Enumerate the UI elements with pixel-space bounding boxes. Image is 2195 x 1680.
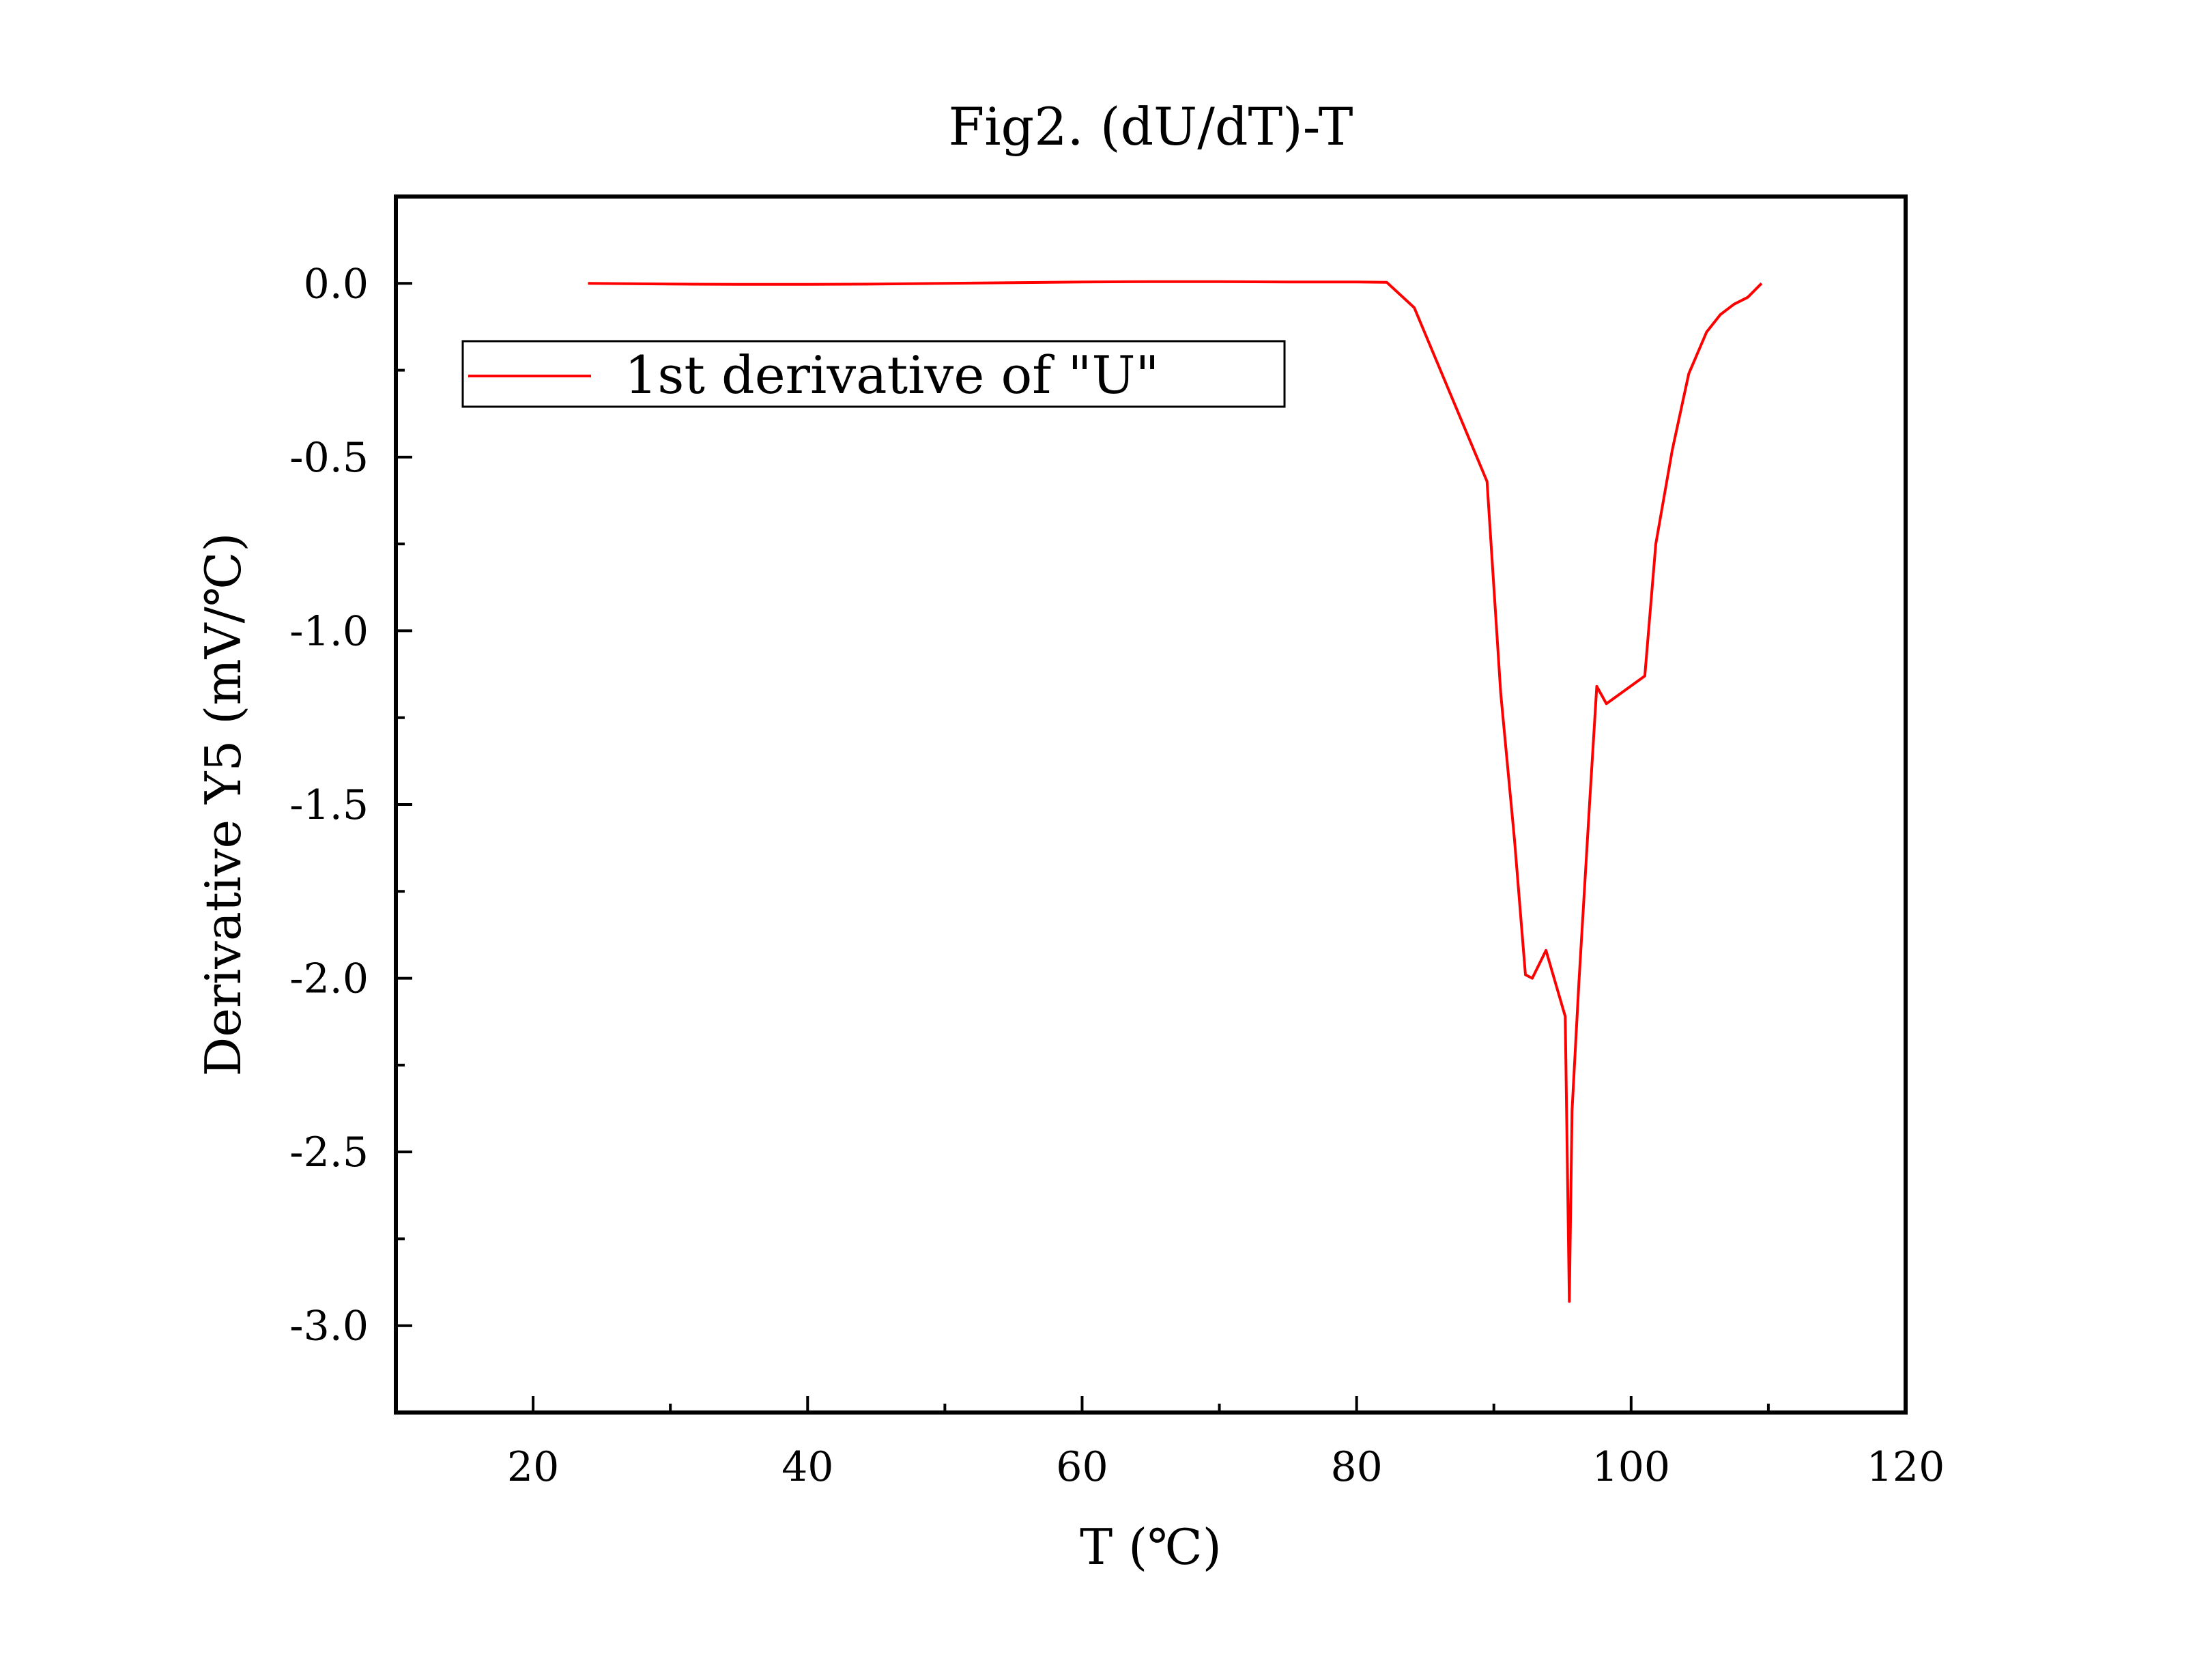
y-tick-label: -2.5	[289, 1129, 369, 1176]
legend-box	[461, 340, 1286, 408]
legend-label: 1st derivative of "U"	[625, 345, 1160, 405]
x-axis-label: T (℃)	[1080, 1518, 1222, 1576]
series-line	[588, 280, 1763, 1303]
x-tick-label: 80	[1330, 1443, 1382, 1491]
y-tick-label: -3.0	[289, 1303, 369, 1350]
y-axis: 0.0 -0.5 -1.0 -1.5 -2.0 -2.5 -3.0	[289, 260, 412, 1350]
x-tick-label: 100	[1592, 1443, 1671, 1491]
x-axis: 20 40 60 80 100 120	[507, 1396, 1945, 1491]
legend: 1st derivative of "U"	[461, 340, 1286, 408]
x-tick-label: 120	[1867, 1443, 1945, 1491]
x-tick-label: 40	[781, 1443, 833, 1491]
y-axis-label: Derivative Y5 (mV/℃)	[195, 533, 252, 1077]
y-tick-label: 0.0	[304, 260, 369, 308]
y-tick-label: -1.5	[289, 781, 369, 829]
x-tick-label: 20	[507, 1443, 559, 1491]
y-tick-label: -2.0	[289, 955, 369, 1003]
y-tick-label: -0.5	[289, 434, 369, 482]
y-tick-label: -1.0	[289, 607, 369, 655]
chart-title: Fig2. (dU/dT)-T	[949, 96, 1353, 157]
x-tick-label: 60	[1056, 1443, 1108, 1491]
